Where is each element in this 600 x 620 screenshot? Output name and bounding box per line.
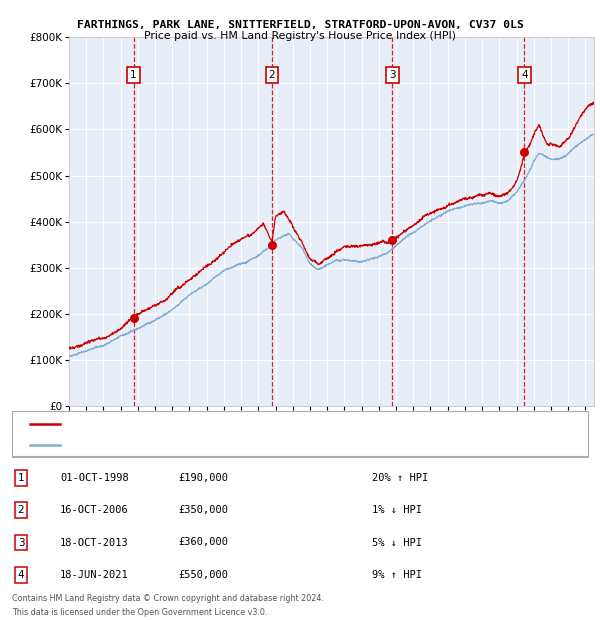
Text: 9% ↑ HPI: 9% ↑ HPI [372,570,422,580]
Text: 2: 2 [269,70,275,80]
Text: FARTHINGS, PARK LANE, SNITTERFIELD, STRATFORD-UPON-AVON, CV37 0LS: FARTHINGS, PARK LANE, SNITTERFIELD, STRA… [77,20,523,30]
Text: Contains HM Land Registry data © Crown copyright and database right 2024.: Contains HM Land Registry data © Crown c… [12,594,324,603]
Text: £190,000: £190,000 [178,473,228,483]
Text: 18-OCT-2013: 18-OCT-2013 [60,538,129,547]
Text: Price paid vs. HM Land Registry's House Price Index (HPI): Price paid vs. HM Land Registry's House … [144,31,456,41]
Text: 2: 2 [17,505,25,515]
Text: 1: 1 [17,473,25,483]
Text: 5% ↓ HPI: 5% ↓ HPI [372,538,422,547]
Text: 1% ↓ HPI: 1% ↓ HPI [372,505,422,515]
Text: 01-OCT-1998: 01-OCT-1998 [60,473,129,483]
Text: £550,000: £550,000 [178,570,228,580]
Text: 3: 3 [389,70,396,80]
Text: FARTHINGS, PARK LANE, SNITTERFIELD, STRATFORD-UPON-AVON, CV37 0LS (detached h: FARTHINGS, PARK LANE, SNITTERFIELD, STRA… [69,419,465,428]
Text: 18-JUN-2021: 18-JUN-2021 [60,570,129,580]
Text: This data is licensed under the Open Government Licence v3.0.: This data is licensed under the Open Gov… [12,608,268,617]
Text: £360,000: £360,000 [178,538,228,547]
Text: 4: 4 [521,70,528,80]
Text: HPI: Average price, detached house, Stratford-on-Avon: HPI: Average price, detached house, Stra… [69,440,317,449]
Text: 20% ↑ HPI: 20% ↑ HPI [372,473,428,483]
Text: 4: 4 [17,570,25,580]
Text: 16-OCT-2006: 16-OCT-2006 [60,505,129,515]
Text: 1: 1 [130,70,137,80]
Text: £350,000: £350,000 [178,505,228,515]
Text: 3: 3 [17,538,25,547]
